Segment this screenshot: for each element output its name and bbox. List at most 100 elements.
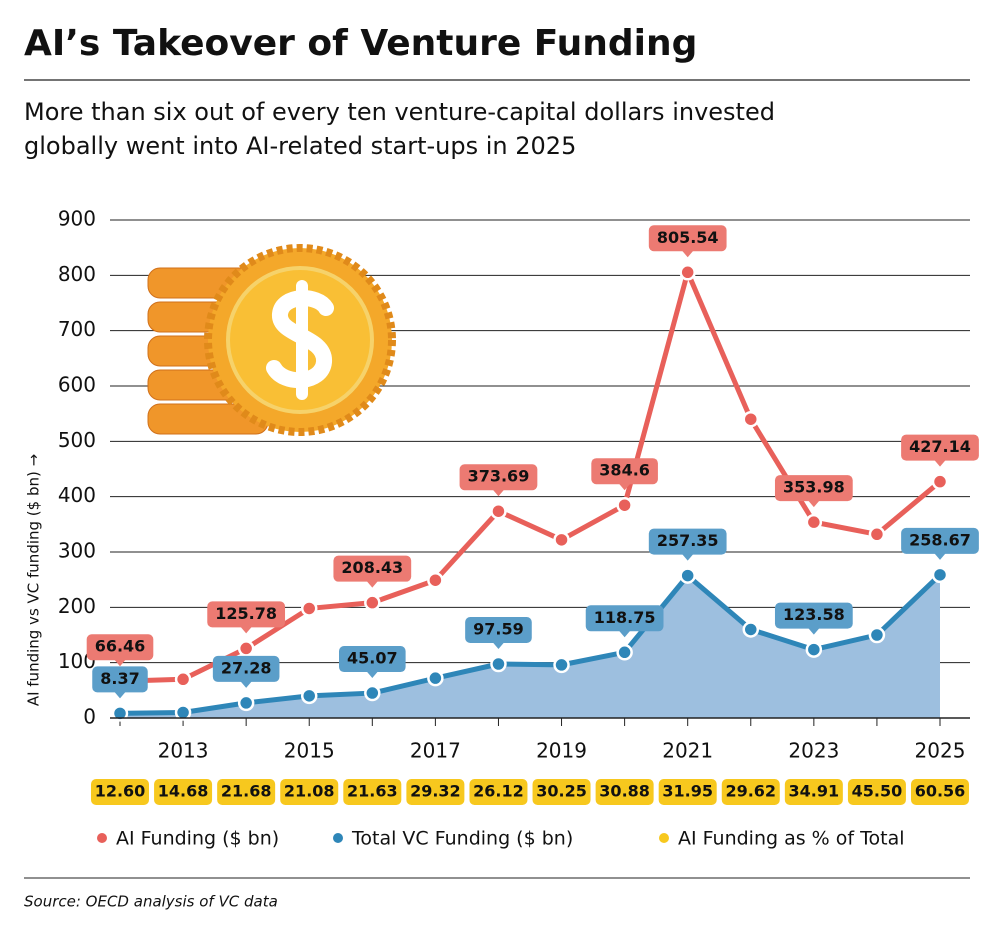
percent-box	[784, 779, 843, 805]
point	[679, 264, 696, 281]
percent-label: 14.68	[154, 779, 213, 805]
point	[553, 656, 570, 674]
data-label: 66.46	[86, 634, 154, 667]
percent-box	[595, 779, 654, 805]
percent-text: 21.08	[284, 782, 335, 801]
point	[111, 705, 129, 722]
data-label: 257.35	[648, 528, 727, 561]
legend-label: Total VC Funding ($ bn)	[351, 828, 573, 850]
data-label: 353.98	[774, 475, 853, 508]
data-label: 97.59	[465, 617, 532, 650]
percent-label: 34.91	[784, 779, 843, 805]
data-label-pointer	[807, 627, 820, 635]
data-label: 123.58	[774, 602, 853, 635]
data-label-pointer	[240, 680, 253, 688]
data-label-pointer	[240, 626, 253, 634]
point	[553, 531, 570, 549]
point	[490, 655, 507, 673]
x-tick-label: 2013	[158, 739, 209, 763]
data-label-pointer	[114, 691, 126, 699]
area	[120, 574, 940, 718]
x-tick-label: 2019	[536, 739, 587, 763]
percent-label: 45.50	[847, 779, 906, 805]
percent-label: 21.08	[280, 779, 339, 805]
point	[805, 513, 823, 531]
point	[237, 640, 255, 657]
data-label: 805.54	[648, 225, 727, 258]
percent-text: 29.62	[725, 782, 776, 801]
x-tick-label: 2021	[662, 739, 713, 763]
data-label: 384.6	[591, 458, 658, 491]
legend-label: AI Funding as % of Total	[678, 828, 905, 850]
data-label-box	[591, 458, 658, 485]
percent-box	[280, 779, 339, 805]
percent-box	[343, 779, 402, 805]
point	[427, 571, 444, 589]
percent-text: 30.25	[536, 782, 587, 801]
percent-box	[91, 779, 149, 805]
line	[119, 269, 942, 684]
data-label-box	[86, 634, 154, 661]
point	[868, 626, 886, 644]
percent-label: 21.63	[343, 779, 402, 805]
percent-text: 14.68	[158, 782, 209, 801]
data-label-text: 123.58	[783, 605, 845, 624]
percent-text: 12.60	[95, 782, 146, 801]
percent-label: 29.32	[406, 779, 465, 805]
percent-box	[847, 779, 906, 805]
data-label: 27.28	[212, 655, 280, 688]
line	[119, 573, 942, 716]
point	[300, 687, 318, 705]
percent-label: 31.95	[658, 779, 717, 805]
legend-marker	[659, 833, 669, 843]
data-label-pointer	[807, 500, 820, 508]
data-label-box	[212, 655, 280, 682]
data-label-pointer	[114, 659, 126, 667]
data-label: 118.75	[585, 605, 664, 638]
x-tick-label: 2023	[788, 739, 839, 763]
y-axis-label: AI funding vs VC funding ($ bn) →	[25, 454, 43, 706]
point	[427, 669, 444, 687]
point	[174, 671, 192, 688]
data-label-box	[648, 225, 727, 252]
point	[931, 473, 949, 490]
y-tick-label: 400	[58, 483, 96, 507]
percent-box	[406, 779, 465, 805]
x-tick-label: 2017	[410, 739, 461, 763]
data-label-text: 45.07	[347, 649, 398, 668]
data-label-box	[901, 527, 979, 554]
data-label-text: 805.54	[657, 228, 719, 247]
percent-text: 30.88	[599, 782, 650, 801]
y-tick-label: 700	[58, 317, 96, 341]
data-label-text: 27.28	[221, 658, 272, 677]
coin-illustration	[147, 244, 396, 436]
data-label-box	[207, 601, 286, 628]
percent-text: 31.95	[662, 782, 713, 801]
point	[174, 704, 192, 721]
percent-box	[721, 779, 780, 805]
y-tick-label: 800	[58, 262, 96, 286]
point	[364, 594, 381, 611]
data-label-text: 118.75	[594, 608, 656, 627]
point	[300, 600, 318, 617]
percent-box	[911, 779, 969, 805]
source: Source: OECD analysis of VC data	[24, 893, 278, 911]
data-label-box	[585, 605, 664, 632]
y-tick-label: 200	[58, 594, 96, 618]
data-label-box	[333, 555, 412, 582]
y-tick-label: 500	[58, 428, 96, 452]
data-label-pointer	[681, 250, 694, 258]
y-tick-label: 600	[58, 373, 96, 397]
data-label-pointer	[618, 630, 631, 638]
percent-box	[532, 779, 591, 805]
data-label-text: 66.46	[95, 637, 146, 656]
legend-marker	[97, 833, 107, 843]
percent-text: 21.63	[347, 782, 398, 801]
data-label-text: 257.35	[657, 531, 719, 550]
data-label-pointer	[492, 642, 505, 650]
data-label-box	[648, 528, 727, 555]
subtitle: globally went into AI-related start-ups …	[24, 132, 576, 160]
data-label-box	[465, 617, 532, 644]
